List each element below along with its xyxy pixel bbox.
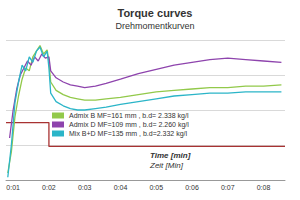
svg-text:Time [min]: Time [min] bbox=[150, 151, 191, 160]
svg-text:Drehmomentkurven: Drehmomentkurven bbox=[115, 21, 194, 31]
svg-text:Admix B MF=161 mm , b.d= 2.338: Admix B MF=161 mm , b.d= 2.338 kg/l bbox=[69, 112, 189, 120]
svg-text:Admix D MF=109 mm , b.d= 2.260: Admix D MF=109 mm , b.d= 2.260 kg/l bbox=[69, 121, 189, 129]
svg-text:0:06: 0:06 bbox=[185, 184, 199, 191]
svg-text:Zeit [Min]: Zeit [Min] bbox=[149, 161, 184, 170]
svg-text:0:04: 0:04 bbox=[114, 184, 128, 191]
svg-text:0:05: 0:05 bbox=[149, 184, 163, 191]
svg-text:0:08: 0:08 bbox=[257, 184, 271, 191]
svg-text:0:01: 0:01 bbox=[6, 184, 20, 191]
svg-text:0:02: 0:02 bbox=[42, 184, 56, 191]
svg-text:0:03: 0:03 bbox=[78, 184, 92, 191]
svg-text:Torque curves: Torque curves bbox=[118, 7, 193, 19]
svg-text:0:07: 0:07 bbox=[221, 184, 235, 191]
svg-text:Mix B+D MF=135 mm , b.d=2.332: Mix B+D MF=135 mm , b.d=2.332 kg/l bbox=[69, 130, 188, 138]
